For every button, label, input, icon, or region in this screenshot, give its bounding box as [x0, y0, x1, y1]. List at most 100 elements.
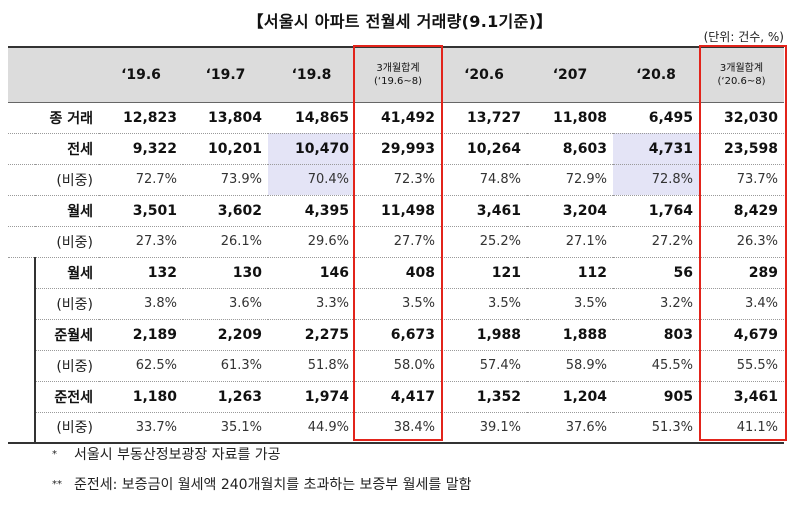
cell: 13,804: [183, 102, 268, 134]
cell: 8,603: [527, 133, 613, 165]
cell: 58.0%: [355, 350, 441, 382]
cell: 121: [441, 257, 527, 289]
footnote-source: * 서울시 부동산정보광장 자료를 가공: [52, 440, 471, 470]
indent-cell: [8, 412, 35, 444]
cell-highlighted: 70.4%: [268, 164, 355, 196]
cell: 55.5%: [699, 350, 784, 382]
footnote-definition: ** 준전세: 보증금이 월세액 240개월치를 초과하는 보증부 월세를 말함: [52, 470, 471, 500]
cell: 1,888: [527, 319, 613, 351]
cell: 1,263: [183, 381, 268, 413]
cell: 73.9%: [183, 164, 268, 196]
cell-highlighted: 4,731: [613, 133, 699, 165]
cell-highlighted: 72.8%: [613, 164, 699, 196]
row-jeonse-ratio: (비중) 72.7% 73.9% 70.4% 72.3% 74.8% 72.9%…: [8, 164, 784, 196]
row-label: 준전세: [34, 381, 99, 413]
cell: 9,322: [99, 133, 183, 165]
cell: 29,993: [355, 133, 441, 165]
row-semi-jeonse-ratio: (비중) 33.7% 35.1% 44.9% 38.4% 39.1% 37.6%…: [8, 412, 784, 444]
cell: 2,275: [268, 319, 355, 351]
cell: 3.5%: [527, 288, 613, 320]
cell: 132: [99, 257, 183, 289]
cell: 33.7%: [99, 412, 183, 444]
cell: 27.1%: [527, 226, 613, 258]
cell-highlighted: 10,470: [268, 133, 355, 165]
header-row: ‘19.6 ‘19.7 ‘19.8 3개월합계 (‘19.6~8) ‘20.6 …: [8, 46, 784, 103]
cell: 112: [527, 257, 613, 289]
header-19-sum-range: (‘19.6~8): [374, 75, 422, 87]
row-label: (비중): [34, 412, 99, 444]
cell: 37.6%: [527, 412, 613, 444]
row-semi-jeonse: 준전세 1,180 1,263 1,974 4,417 1,352 1,204 …: [8, 381, 784, 413]
cell: 3,501: [99, 195, 183, 227]
indent-cell: [8, 257, 35, 288]
cell: 4,395: [268, 195, 355, 227]
cell: 3.6%: [183, 288, 268, 320]
cell: 905: [613, 381, 699, 413]
row-total: 종 거래 12,823 13,804 14,865 41,492 13,727 …: [8, 102, 784, 134]
cell: 3.5%: [441, 288, 527, 320]
header-20-sum-range: (‘20.6~8): [717, 75, 766, 87]
cell: 3,204: [527, 195, 613, 227]
indent-cell: [8, 319, 35, 350]
cell: 3.2%: [613, 288, 699, 320]
cell: 289: [699, 257, 784, 289]
cell: 41,492: [355, 102, 441, 134]
cell: 3.5%: [355, 288, 441, 320]
footnote-text: 서울시 부동산정보광장 자료를 가공: [74, 447, 281, 463]
cell: 1,180: [99, 381, 183, 413]
footnotes: * 서울시 부동산정보광장 자료를 가공 ** 준전세: 보증금이 월세액 240개…: [52, 440, 471, 500]
cell: 72.7%: [99, 164, 183, 196]
table-title: 【서울시 아파트 전월세 거래량(9.1기준)】: [247, 12, 553, 31]
cell: 72.3%: [355, 164, 441, 196]
cell: 73.7%: [699, 164, 784, 196]
cell: 3.3%: [268, 288, 355, 320]
cell: 38.4%: [355, 412, 441, 444]
row-label: 준월세: [34, 319, 99, 351]
row-semi-wolse-ratio: (비중) 62.5% 61.3% 51.8% 58.0% 57.4% 58.9%…: [8, 350, 784, 382]
cell: 1,764: [613, 195, 699, 227]
cell: 1,204: [527, 381, 613, 413]
cell: 44.9%: [268, 412, 355, 444]
cell: 41.1%: [699, 412, 784, 444]
cell: 1,974: [268, 381, 355, 413]
row-label: 종 거래: [8, 102, 99, 134]
cell: 408: [355, 257, 441, 289]
cell: 3.8%: [99, 288, 183, 320]
row-label: 전세: [8, 133, 99, 165]
header-20-6: ‘20.6: [441, 46, 527, 103]
cell: 11,498: [355, 195, 441, 227]
cell: 10,264: [441, 133, 527, 165]
header-20-7: ‘207: [527, 46, 613, 103]
row-wolse: 월세 3,501 3,602 4,395 11,498 3,461 3,204 …: [8, 195, 784, 227]
cell: 146: [268, 257, 355, 289]
footnote-text: 준전세: 보증금이 월세액 240개월치를 초과하는 보증부 월세를 말함: [74, 477, 472, 493]
cell: 4,417: [355, 381, 441, 413]
cell: 29.6%: [268, 226, 355, 258]
cell: 1,988: [441, 319, 527, 351]
row-semi-wolse: 준월세 2,189 2,209 2,275 6,673 1,988 1,888 …: [8, 319, 784, 351]
header-19-sum: 3개월합계 (‘19.6~8): [355, 46, 441, 103]
footnote-mark: **: [52, 479, 62, 490]
cell: 27.7%: [355, 226, 441, 258]
cell: 27.3%: [99, 226, 183, 258]
cell: 12,823: [99, 102, 183, 134]
cell: 3,461: [441, 195, 527, 227]
row-wolse-ratio: (비중) 27.3% 26.1% 29.6% 27.7% 25.2% 27.1%…: [8, 226, 784, 258]
cell: 14,865: [268, 102, 355, 134]
row-pure-wolse-ratio: (비중) 3.8% 3.6% 3.3% 3.5% 3.5% 3.5% 3.2% …: [8, 288, 784, 320]
transaction-table: ‘19.6 ‘19.7 ‘19.8 3개월합계 (‘19.6~8) ‘20.6 …: [8, 46, 784, 444]
cell: 6,673: [355, 319, 441, 351]
cell: 72.9%: [527, 164, 613, 196]
header-20-8: ‘20.8: [613, 46, 699, 103]
indent-cell: [8, 381, 35, 412]
header-20-sum: 3개월합계 (‘20.6~8): [699, 46, 784, 103]
cell: 8,429: [699, 195, 784, 227]
cell: 51.3%: [613, 412, 699, 444]
cell: 58.9%: [527, 350, 613, 382]
cell: 2,209: [183, 319, 268, 351]
header-corner: [8, 46, 99, 103]
header-19-6: ‘19.6: [99, 46, 183, 103]
indent-cell: [8, 288, 35, 319]
cell: 51.8%: [268, 350, 355, 382]
cell: 45.5%: [613, 350, 699, 382]
